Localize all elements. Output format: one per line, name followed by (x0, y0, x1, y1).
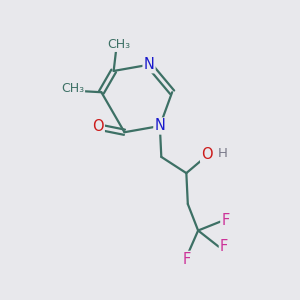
Text: O: O (201, 147, 213, 162)
Text: O: O (92, 119, 104, 134)
Text: F: F (221, 213, 230, 228)
Text: F: F (220, 239, 228, 254)
Text: H: H (218, 148, 228, 160)
Text: CH₃: CH₃ (107, 38, 130, 51)
Text: F: F (182, 252, 190, 267)
Text: CH₃: CH₃ (61, 82, 84, 95)
Text: N: N (144, 57, 154, 72)
Text: N: N (154, 118, 165, 134)
